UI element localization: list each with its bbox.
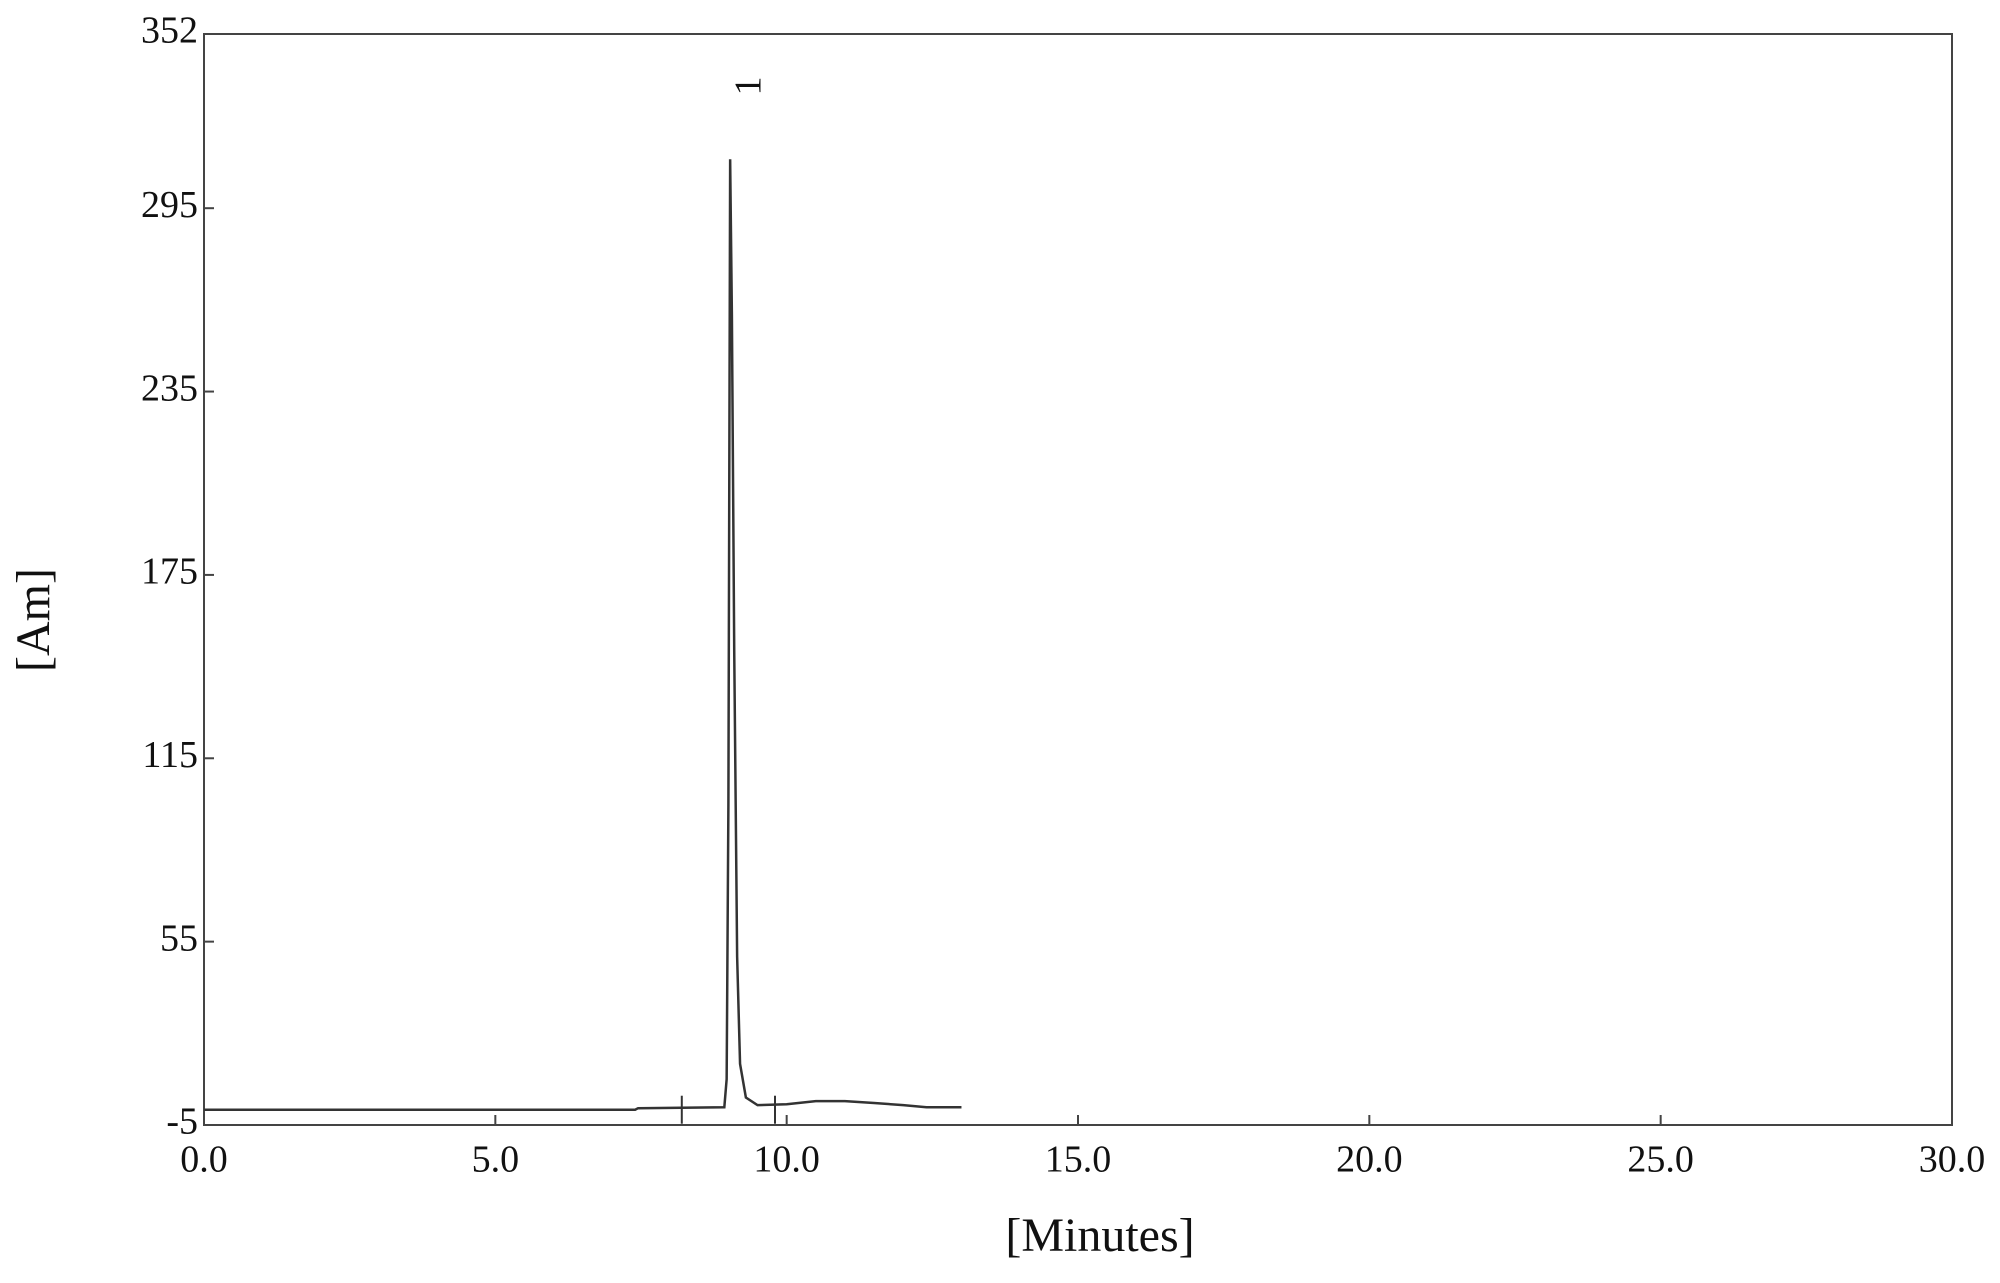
data-line: [204, 159, 962, 1111]
plot-frame: [203, 33, 1953, 1126]
x-tick-label: 15.0: [1045, 1139, 1112, 1181]
y-tick-label: 55: [160, 917, 198, 959]
x-tick-label: 25.0: [1627, 1139, 1694, 1181]
y-tick-label: 235: [141, 367, 198, 409]
x-tick-label: 0.0: [180, 1139, 228, 1181]
y-tick-label: 115: [142, 734, 198, 776]
x-tick-label: 10.0: [753, 1139, 820, 1181]
y-tick-label: 352: [141, 10, 198, 52]
y-tick-label: -5: [166, 1101, 198, 1143]
x-axis-label: [Minutes]: [1005, 1209, 1194, 1262]
x-tick-label: 20.0: [1336, 1139, 1403, 1181]
y-tick-label: 175: [141, 551, 198, 593]
peak-label: 1: [727, 76, 769, 95]
x-tick-label: 5.0: [472, 1139, 520, 1181]
x-tick-label: 30.0: [1919, 1139, 1986, 1181]
y-axis-label: [Am]: [7, 568, 60, 672]
y-tick-label: 295: [141, 184, 198, 226]
